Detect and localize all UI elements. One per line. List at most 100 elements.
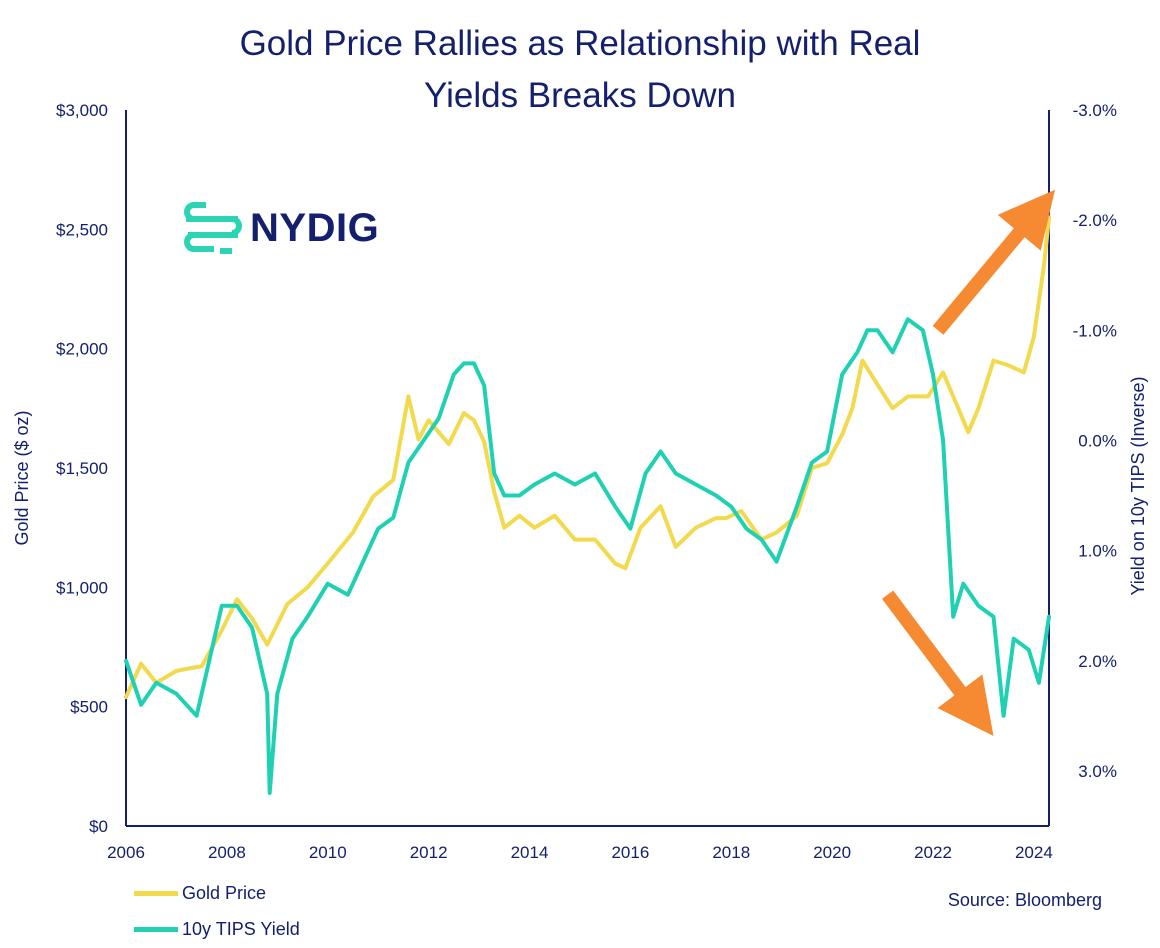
chart-title-line-1: Gold Price Rallies as Relationship with … [239, 24, 921, 63]
data-point-tips-yield [906, 318, 909, 321]
gold-up-arrow [932, 189, 1056, 335]
data-point-gold-price [220, 629, 223, 632]
data-point-tips-yield [268, 791, 271, 795]
y2-tick-label: 3.0% [1078, 762, 1117, 781]
data-point-tips-yield [629, 527, 632, 530]
data-point-gold-price [795, 514, 798, 517]
data-point-gold-price [573, 538, 577, 541]
x-tick-label: 2014 [511, 843, 549, 862]
x-tick-label: 2018 [712, 843, 750, 862]
data-point-gold-price [250, 617, 254, 620]
x-tick-label: 2006 [107, 843, 145, 862]
data-point-gold-price [326, 562, 329, 565]
data-point-gold-price [306, 586, 309, 589]
data-point-tips-yield [503, 494, 506, 497]
data-point-tips-yield [856, 351, 859, 354]
y2-tick-label: 2.0% [1078, 652, 1117, 671]
data-point-gold-price [427, 419, 430, 422]
legend-item-tips: 10y TIPS Yield [134, 914, 300, 944]
data-point-tips-yield [1012, 637, 1015, 640]
data-point-tips-yield [326, 582, 329, 585]
data-point-gold-price [266, 643, 269, 646]
series-line-gold-price [124, 215, 1051, 700]
yield-down-arrow [881, 590, 994, 737]
data-point-tips-yield [825, 450, 829, 453]
data-point-tips-yield [775, 560, 778, 563]
data-point-tips-yield [220, 604, 223, 607]
y2-tick-label: -3.0% [1073, 101, 1117, 120]
data-point-gold-price [876, 383, 879, 386]
data-point-gold-price [841, 433, 844, 436]
data-point-tips-yield [841, 373, 844, 376]
legend-swatch-tips [134, 926, 178, 932]
x-tick-label: 2024 [1015, 843, 1053, 862]
x-tick-label: 2016 [611, 843, 649, 862]
data-point-tips-yield [493, 472, 496, 475]
x-tick-label: 2012 [410, 843, 448, 862]
data-point-tips-yield [276, 692, 279, 695]
data-point-tips-yield [139, 703, 143, 706]
data-point-gold-price [462, 411, 466, 415]
data-point-gold-price [977, 407, 980, 410]
data-point-tips-yield [553, 472, 556, 475]
data-point-gold-price [124, 695, 128, 699]
data-point-tips-yield [714, 494, 718, 497]
data-point-tips-yield [407, 461, 410, 464]
data-point-tips-yield [941, 439, 945, 442]
data-point-tips-yield [962, 582, 965, 585]
data-point-tips-yield [1002, 714, 1005, 717]
data-point-gold-price [1032, 335, 1036, 338]
y-tick-label: $2,000 [56, 340, 108, 359]
data-point-gold-price [472, 419, 476, 422]
data-point-tips-yield [876, 329, 879, 332]
data-point-tips-yield [992, 615, 995, 618]
data-point-gold-price [740, 509, 743, 513]
data-point-gold-price [775, 531, 778, 534]
data-point-tips-yield [866, 329, 869, 332]
data-point-tips-yield [472, 362, 476, 365]
data-point-tips-yield [361, 560, 365, 563]
y-tick-label: $500 [70, 698, 108, 717]
y-tick-label: $3,000 [56, 101, 108, 120]
data-point-gold-price [952, 395, 955, 398]
data-point-tips-yield [482, 384, 486, 387]
data-point-tips-yield [1047, 615, 1051, 618]
legend-item-gold: Gold Price [134, 878, 266, 908]
data-point-tips-yield [155, 681, 158, 684]
data-point-gold-price [351, 531, 355, 534]
data-point-tips-yield [533, 483, 536, 486]
data-point-gold-price [286, 602, 289, 606]
x-tick-label: 2010 [309, 843, 347, 862]
data-point-gold-price [614, 562, 617, 565]
data-point-tips-yield [659, 450, 662, 453]
data-point-gold-price [175, 669, 178, 673]
data-point-tips-yield [931, 373, 935, 376]
data-point-gold-price [200, 664, 203, 668]
data-point-tips-yield [891, 351, 894, 354]
nydig-logo: NYDIG [184, 200, 379, 256]
data-point-tips-yield [921, 329, 925, 332]
data-point-tips-yield [644, 472, 647, 475]
data-point-gold-price [906, 395, 909, 398]
data-point-tips-yield [266, 692, 269, 695]
data-point-tips-yield [437, 417, 440, 420]
data-point-tips-yield [422, 439, 425, 442]
data-point-gold-price [714, 516, 718, 520]
data-point-gold-price [447, 442, 450, 446]
data-point-tips-yield [518, 494, 521, 497]
data-point-gold-price [392, 478, 395, 482]
data-point-tips-yield [195, 714, 198, 717]
y2-tick-label: 0.0% [1078, 431, 1117, 450]
data-point-gold-price [533, 526, 536, 529]
data-point-gold-price [1007, 364, 1010, 367]
data-point-gold-price [941, 371, 945, 374]
data-point-gold-price [518, 514, 521, 517]
data-point-tips-yield [124, 659, 128, 662]
data-point-gold-price [371, 495, 375, 498]
data-point-tips-yield [175, 692, 178, 695]
data-point-gold-price [659, 505, 662, 508]
x-tick-label: 2022 [914, 843, 952, 862]
data-point-gold-price [407, 395, 410, 398]
